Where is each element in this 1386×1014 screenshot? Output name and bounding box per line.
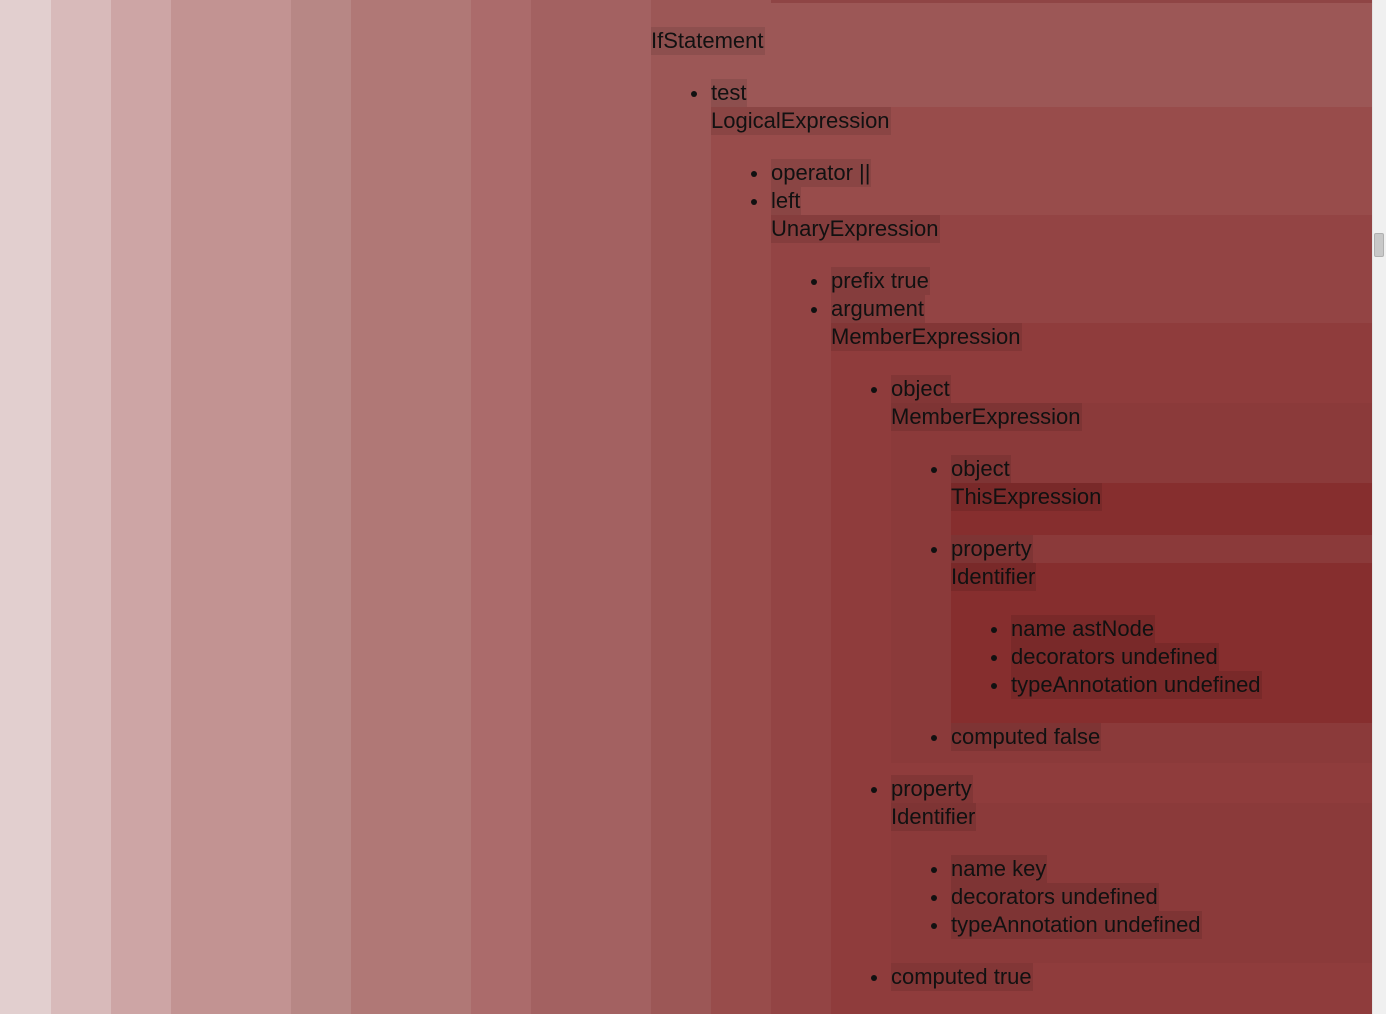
- depth-stripe: [471, 0, 531, 1014]
- property-value[interactable]: typeAnnotation undefined: [991, 671, 1262, 699]
- node-type-label[interactable]: IfStatement: [651, 27, 765, 55]
- depth-stripe: [111, 0, 171, 1014]
- property-key[interactable]: test: [690, 79, 748, 107]
- property-value[interactable]: computed true: [871, 963, 1033, 991]
- depth-stripe: [291, 0, 351, 1014]
- property-key[interactable]: object: [871, 375, 951, 403]
- depth-stripe: [171, 0, 291, 1014]
- property-key[interactable]: left: [750, 187, 802, 215]
- node-type-label[interactable]: ThisExpression: [951, 483, 1103, 511]
- node-inner-identifier: [951, 563, 1372, 723]
- node-type-label[interactable]: MemberExpression: [891, 403, 1082, 431]
- property-key[interactable]: argument: [811, 295, 925, 323]
- node-type-label[interactable]: LogicalExpression: [711, 107, 891, 135]
- property-value[interactable]: prefix true: [811, 267, 930, 295]
- node-type-label[interactable]: MemberExpression: [831, 323, 1022, 351]
- depth-stripe: [531, 0, 651, 1014]
- property-value[interactable]: decorators undefined: [991, 643, 1219, 671]
- node-prev-edge: [771, 0, 1372, 3]
- scrollbar-thumb[interactable]: [1374, 233, 1384, 257]
- property-value[interactable]: name astNode: [990, 615, 1156, 643]
- property-value[interactable]: operator ||: [750, 159, 872, 187]
- vertical-scrollbar[interactable]: [1372, 0, 1386, 1014]
- node-type-label[interactable]: Identifier: [891, 803, 977, 831]
- depth-stripe: [51, 0, 111, 1014]
- property-value[interactable]: decorators undefined: [931, 883, 1159, 911]
- property-key[interactable]: object: [931, 455, 1011, 483]
- node-type-label[interactable]: UnaryExpression: [771, 215, 940, 243]
- property-value[interactable]: name key: [930, 855, 1048, 883]
- node-this-expression: [951, 483, 1372, 535]
- node-identifier: [891, 803, 1372, 963]
- property-key[interactable]: property: [871, 775, 973, 803]
- property-key[interactable]: property: [931, 535, 1033, 563]
- depth-stripe: [351, 0, 471, 1014]
- property-value[interactable]: typeAnnotation undefined: [931, 911, 1202, 939]
- property-value[interactable]: computed false: [930, 723, 1102, 751]
- node-type-label[interactable]: Identifier: [951, 563, 1037, 591]
- depth-stripe: [0, 0, 51, 1014]
